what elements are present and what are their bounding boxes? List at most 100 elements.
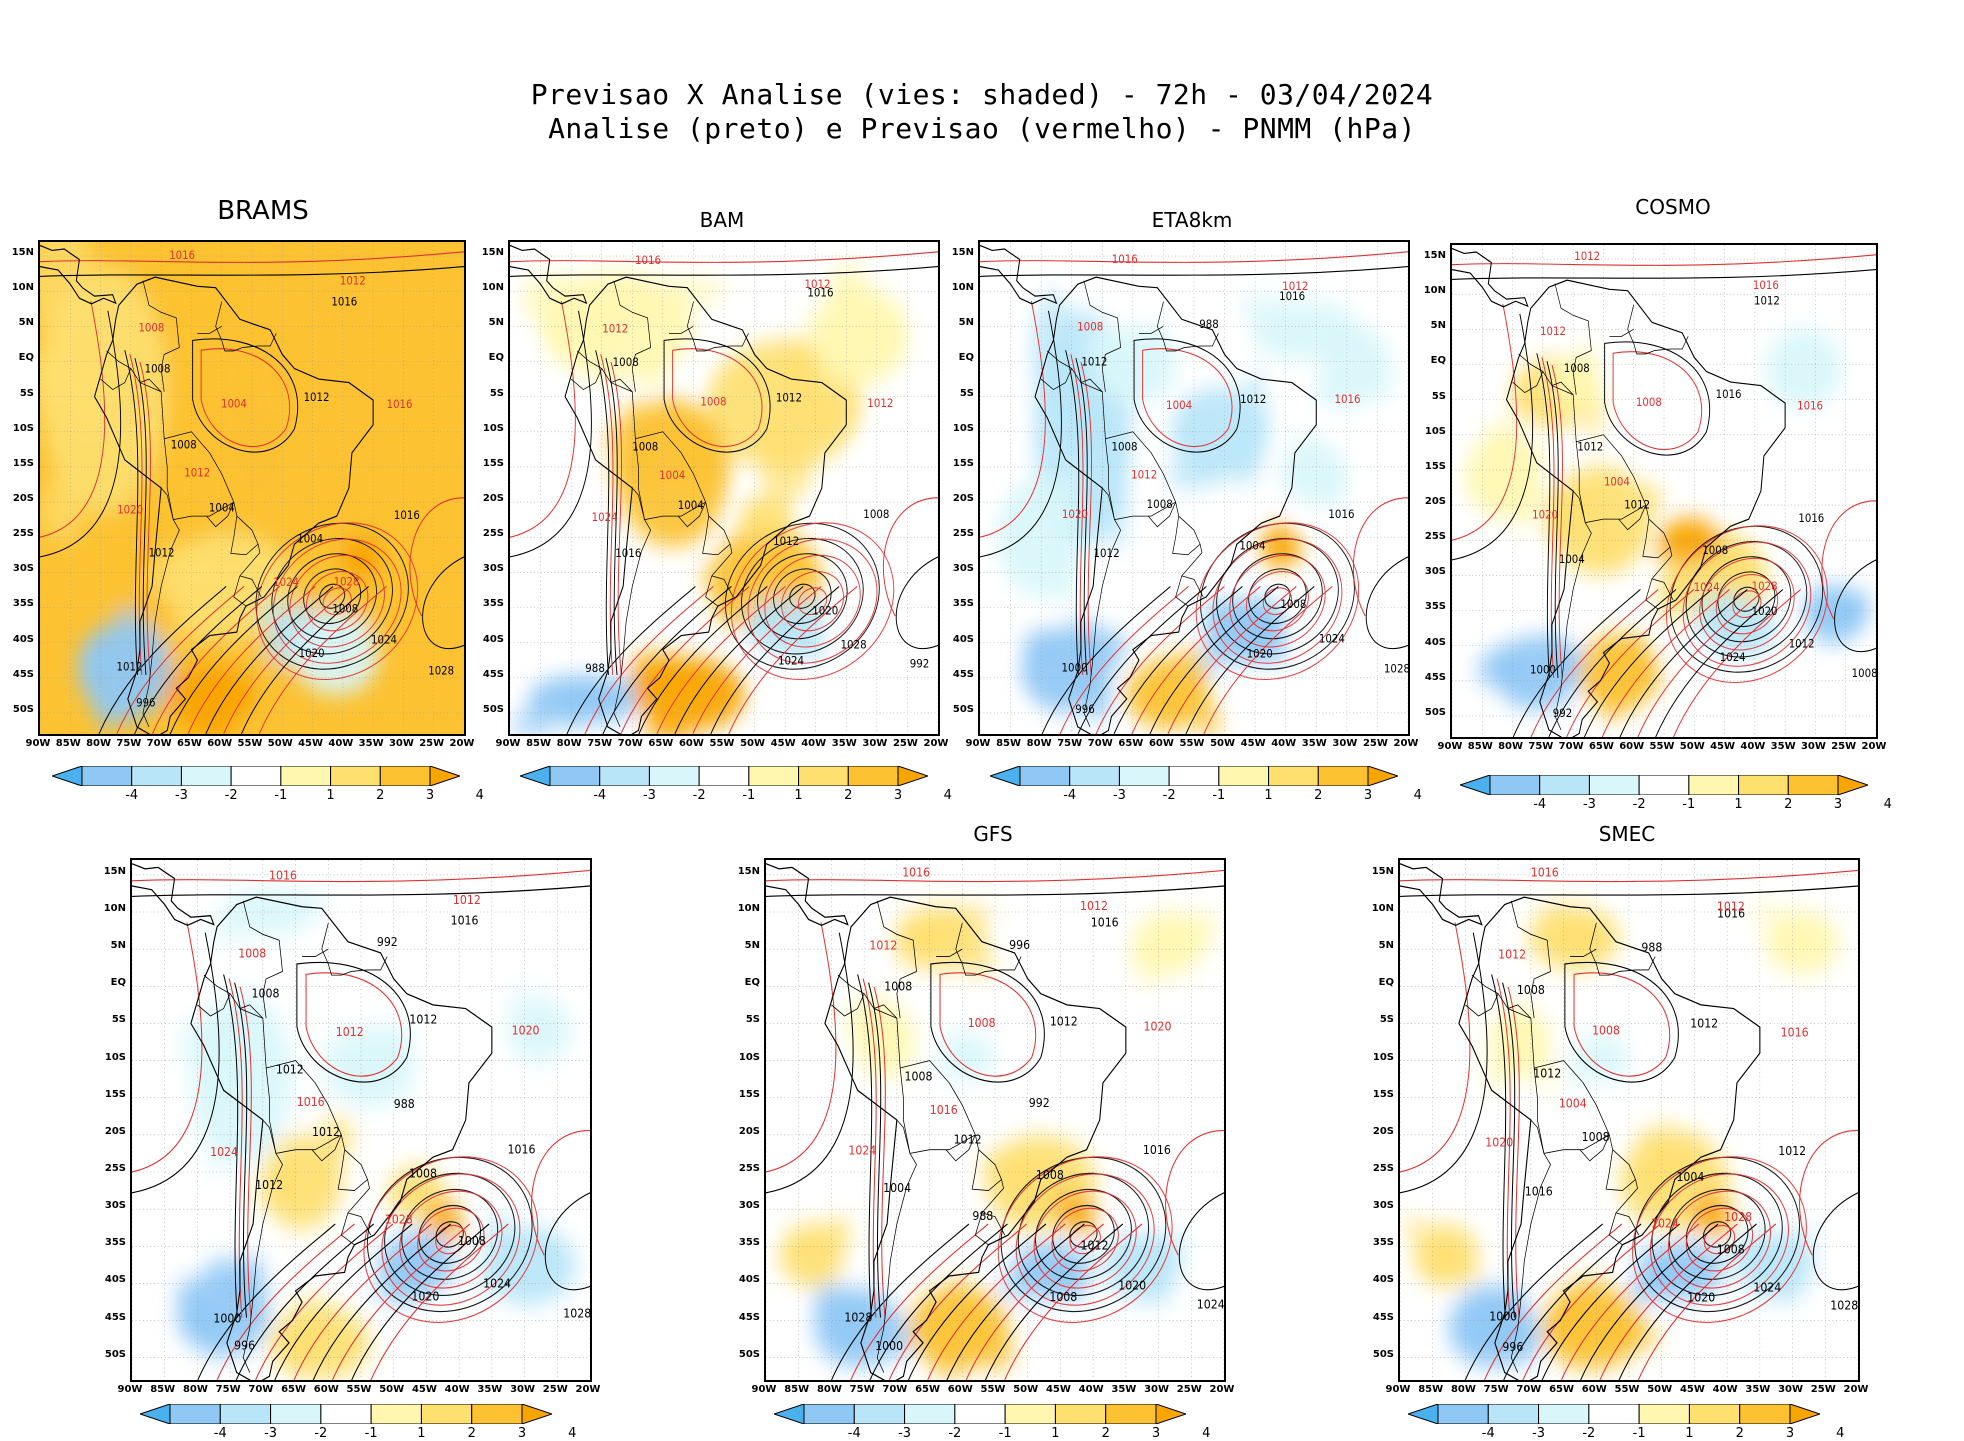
contour-label-analysis: 1008: [1280, 597, 1306, 611]
longitude-label: 75W: [215, 1384, 241, 1395]
longitude-label: 60W: [313, 1384, 339, 1395]
contour-label-forecast: 1028: [385, 1212, 413, 1227]
latitude-label: 50S: [738, 1348, 760, 1360]
colorbar-label: 3: [517, 1426, 527, 1441]
map-panel: 1016 1012 1008 1008 1004 1004 1012 1016 1008 1020…: [38, 240, 466, 736]
colorbar: -4 -3 -2 -1 1 2 3 4: [774, 1404, 1210, 1441]
longitude-label: 30W: [388, 738, 414, 749]
contour-label-analysis: 1008: [884, 979, 912, 994]
panel-title: SMEC: [1598, 822, 1656, 846]
contour-label-forecast: 1016: [930, 1102, 958, 1117]
colorbar-label: -2: [692, 788, 706, 803]
contour-label-analysis: 1016: [1279, 289, 1305, 303]
colorbar-label: 4: [1202, 1426, 1211, 1441]
longitude-label: 40W: [328, 738, 354, 749]
contour-label-analysis: 1016: [394, 508, 420, 522]
latitude-label: 30S: [952, 563, 974, 575]
longitude-label: 20W: [923, 738, 949, 749]
contour-label-analysis: 996: [1502, 1339, 1523, 1354]
latitude-label: 25S: [952, 528, 974, 540]
contour-label-analysis: 1016: [1328, 507, 1354, 521]
panel-title: BAM: [699, 208, 745, 232]
contour-label-analysis: 1016: [1091, 915, 1119, 930]
contour-label-forecast: 1008: [1077, 320, 1103, 334]
longitude-label: 55W: [709, 738, 735, 749]
latitude-label: 35S: [482, 598, 504, 610]
colorbar-svg: [52, 766, 460, 786]
map-panel: 1016 1012 1012 1008 1008 1004 1012 1016 1008 1020…: [978, 240, 1410, 736]
colorbar-label: -4: [593, 788, 607, 803]
latitude-label: 10S: [952, 422, 974, 434]
latitude-label: 45S: [952, 668, 974, 680]
colorbar-cell: [471, 1404, 523, 1424]
central-america-coastline: [980, 244, 1058, 305]
colorbar-label: 4: [943, 788, 952, 803]
colorbar-label: -1: [1682, 797, 1696, 812]
colorbar-cell: [169, 1404, 221, 1424]
latitude-label: 30S: [12, 563, 34, 575]
contour-label-forecast: 1008: [700, 395, 726, 409]
colorbar-cell: [1489, 775, 1541, 795]
longitude-label: 80W: [1026, 738, 1052, 749]
contour-label-forecast: 1016: [1112, 252, 1138, 266]
colorbar-cell: [1837, 775, 1868, 795]
contour-label-analysis: 1012: [776, 391, 802, 405]
contour-label-analysis: 1020: [1118, 1278, 1146, 1293]
contour-label-analysis: 1012: [117, 660, 143, 674]
longitude-label: 75W: [1528, 741, 1554, 752]
contour-label-analysis: 1012: [1624, 498, 1650, 512]
longitude-label: 35W: [477, 1384, 503, 1395]
latitude-label: 10S: [12, 422, 34, 434]
latitude-label: 10N: [1423, 285, 1446, 297]
latitude-label: 50S: [1424, 706, 1446, 718]
contour-label-forecast: 1016: [635, 253, 661, 267]
colorbar: -4 -3 -2 -1 1 2 3 4: [52, 766, 484, 803]
contour-label-analysis: 1008: [409, 1166, 437, 1181]
pressure-bias-map: 1016101210081008100410121016100810201024…: [510, 242, 938, 734]
map-panel: 1016 1012 1008 1012 1012 1008 1012 1016 1008 1020…: [130, 858, 592, 1382]
longitude-label: 40W: [801, 738, 827, 749]
longitude-label: 80W: [86, 738, 112, 749]
contour-label-forecast: 1020: [1144, 1019, 1172, 1034]
central-america-coastline: [132, 863, 215, 927]
longitude-label: 75W: [1057, 738, 1083, 749]
contour-label-analysis: 1012: [1577, 440, 1603, 454]
longitude-label: 40W: [1712, 1384, 1738, 1395]
latitude-label: 20S: [952, 493, 974, 505]
latitude-label: 15S: [482, 457, 504, 469]
colorbar-label: 2: [467, 1426, 476, 1441]
latitude-label: EQ: [958, 352, 974, 364]
latitude-label: 10S: [1372, 1051, 1394, 1063]
longitude-label: 50W: [740, 738, 766, 749]
colorbar-cell: [1054, 1404, 1107, 1424]
longitude-label: 50W: [1647, 1384, 1673, 1395]
latitude-label: EQ: [744, 977, 760, 989]
colorbar-label: -3: [174, 788, 188, 803]
colorbar-cell: [320, 1404, 372, 1424]
country-borders: [1465, 900, 1656, 1373]
latitude-label: 5S: [1379, 1014, 1394, 1026]
lat-lon-grid: [132, 860, 590, 1380]
contour-label-forecast: 1016: [169, 248, 195, 262]
longitude-label: 50W: [267, 738, 293, 749]
longitude-label: 20W: [1393, 738, 1419, 749]
contour-label-analysis: 1004: [1559, 552, 1585, 566]
longitude-label: 90W: [965, 738, 991, 749]
pressure-bias-map: 1016101210081012100810041016101210081020…: [1400, 860, 1858, 1380]
country-borders: [197, 900, 388, 1373]
colorbar-cell: [520, 766, 551, 786]
colorbar-svg: [1408, 1404, 1820, 1424]
contour-label-forecast: 1012: [1540, 324, 1566, 338]
contour-label-analysis: 1008: [613, 356, 639, 370]
contour-label-analysis: 1012: [1094, 546, 1120, 560]
contour-label-forecast: 1012: [184, 466, 210, 480]
pressure-bias-map: 1016 1012 1008 1008 1004 1004 1012 1016 1008 1020…: [40, 242, 464, 734]
colorbar-svg: [990, 766, 1398, 786]
latitude-label: 30S: [482, 563, 504, 575]
latitude-label: 45S: [104, 1311, 126, 1323]
longitude-label: 85W: [150, 1384, 176, 1395]
longitude-label: 70W: [1558, 741, 1584, 752]
latitude-label: 40S: [104, 1274, 126, 1286]
contour-label-forecast: 1012: [1080, 898, 1108, 913]
figure-title-line1: Previsao X Analise (vies: shaded) - 72h …: [530, 78, 1434, 111]
